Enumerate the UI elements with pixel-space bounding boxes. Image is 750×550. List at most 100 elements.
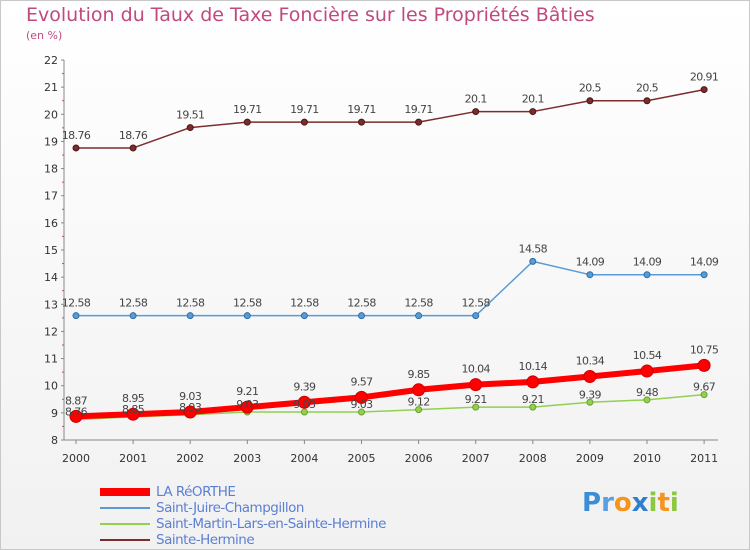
series-point-0	[583, 369, 597, 383]
legend-swatch-sainte-hermine	[100, 539, 150, 541]
series-point-1	[643, 271, 651, 279]
data-label: 9.03	[179, 390, 202, 403]
legend-swatch-la-reorthe	[100, 488, 150, 496]
data-label: 20.1	[522, 93, 544, 106]
legend-label-saint-juire-champgillon: Saint-Juire-Champgillon	[156, 500, 304, 516]
data-label: 9.67	[693, 381, 716, 394]
x-tick-label: 2007	[462, 452, 490, 465]
series-point-1	[186, 312, 194, 320]
data-label: 20.5	[579, 82, 602, 95]
series-line-0	[75, 362, 705, 420]
data-label: 9.12	[408, 396, 430, 409]
data-label: 19.71	[347, 103, 376, 116]
series-point-3	[300, 118, 308, 126]
data-label: 18.76	[119, 129, 148, 142]
series-point-0	[469, 378, 483, 392]
series-point-0	[526, 375, 540, 389]
data-label: 12.58	[233, 297, 262, 310]
chart-subtitle: (en %)	[26, 29, 63, 42]
data-label: 9.21	[236, 385, 258, 398]
series-point-3	[129, 144, 137, 152]
logo-letter: i	[669, 488, 679, 518]
data-label: 20.1	[465, 93, 487, 106]
chart-title: Evolution du Taux de Taxe Foncière sur l…	[26, 4, 595, 26]
data-label: 18.76	[62, 129, 91, 142]
series-point-2	[415, 406, 423, 414]
y-tick-label: 17	[44, 190, 58, 203]
logo-letter: o	[613, 488, 632, 518]
legend-label-saint-martin-lars: Saint-Martin-Lars-en-Sainte-Hermine	[156, 516, 386, 532]
y-tick-label: 22	[44, 54, 58, 67]
data-label: 8.87	[65, 394, 88, 407]
series-point-3	[243, 118, 251, 126]
x-tick-label: 2004	[290, 452, 318, 465]
y-tick-label: 20	[44, 108, 58, 121]
legend-item-saint-martin-lars: Saint-Martin-Lars-en-Sainte-Hermine	[100, 516, 386, 532]
x-tick-label: 2008	[519, 452, 547, 465]
series-point-0	[297, 395, 311, 409]
y-tick-label: 14	[44, 271, 58, 284]
data-label: 9.48	[636, 386, 659, 399]
data-label: 14.09	[576, 256, 605, 269]
series-point-3	[186, 124, 194, 132]
y-tick-label: 9	[51, 407, 58, 420]
series-point-1	[129, 312, 137, 320]
logo-letter: x	[631, 488, 649, 518]
data-label: 19.71	[404, 103, 433, 116]
y-tick-label: 13	[44, 298, 58, 311]
series-point-2	[300, 408, 308, 416]
series-point-1	[300, 312, 308, 320]
data-label: 19.51	[176, 109, 205, 122]
legend-swatch-saint-martin-lars	[100, 523, 150, 525]
series-point-2	[358, 408, 365, 416]
data-label: 10.75	[690, 343, 719, 356]
series-point-0	[69, 409, 83, 423]
series-point-3	[529, 108, 537, 116]
data-label: 8.93	[179, 401, 202, 414]
series-point-0	[640, 364, 654, 378]
series-point-1	[700, 271, 708, 279]
x-tick-label: 2000	[62, 452, 90, 465]
y-tick-label: 11	[44, 353, 58, 366]
legend: LA RéORTHE Saint-Juire-Champgillon Saint…	[100, 484, 386, 548]
series-point-3	[586, 97, 594, 105]
data-label: 9.21	[465, 393, 487, 406]
legend-item-la-reorthe: LA RéORTHE	[100, 484, 386, 500]
data-label: 12.58	[461, 297, 490, 310]
legend-item-saint-juire-champgillon: Saint-Juire-Champgillon	[100, 500, 386, 516]
y-tick-label: 16	[44, 217, 58, 230]
data-label: 9.03	[350, 398, 373, 411]
data-label: 9.85	[408, 368, 431, 381]
series-point-2	[643, 396, 651, 404]
x-tick-label: 2001	[119, 452, 147, 465]
series-line-1	[76, 260, 705, 317]
data-label: 12.58	[347, 297, 376, 310]
data-label: 9.03	[236, 398, 259, 411]
logo-letter: t	[657, 488, 670, 518]
series-point-3	[643, 97, 651, 105]
data-label: 10.34	[576, 354, 605, 367]
series-point-2	[586, 398, 594, 406]
y-tick-label: 8	[51, 434, 58, 447]
data-label: 12.58	[176, 297, 205, 310]
x-tick-label: 2003	[233, 452, 261, 465]
x-tick-label: 2005	[348, 452, 376, 465]
data-label: 8.95	[122, 392, 145, 405]
data-label: 10.14	[519, 360, 548, 373]
logo-letter: i	[648, 488, 658, 518]
x-tick-label: 2002	[176, 452, 204, 465]
data-label: 19.71	[233, 103, 262, 116]
data-label: 12.58	[62, 297, 91, 310]
series-point-3	[700, 86, 708, 94]
x-tick-label: 2009	[576, 452, 604, 465]
y-tick-label: 21	[44, 81, 58, 94]
data-label: 12.58	[290, 297, 319, 310]
data-label: 9.39	[293, 380, 316, 393]
y-tick-label: 10	[44, 380, 58, 393]
x-tick-label: 2011	[690, 452, 718, 465]
data-label: 19.71	[290, 103, 319, 116]
data-label: 9.03	[293, 398, 316, 411]
series-point-1	[243, 312, 251, 320]
series-point-0	[697, 358, 711, 372]
data-label: 20.5	[636, 82, 659, 95]
